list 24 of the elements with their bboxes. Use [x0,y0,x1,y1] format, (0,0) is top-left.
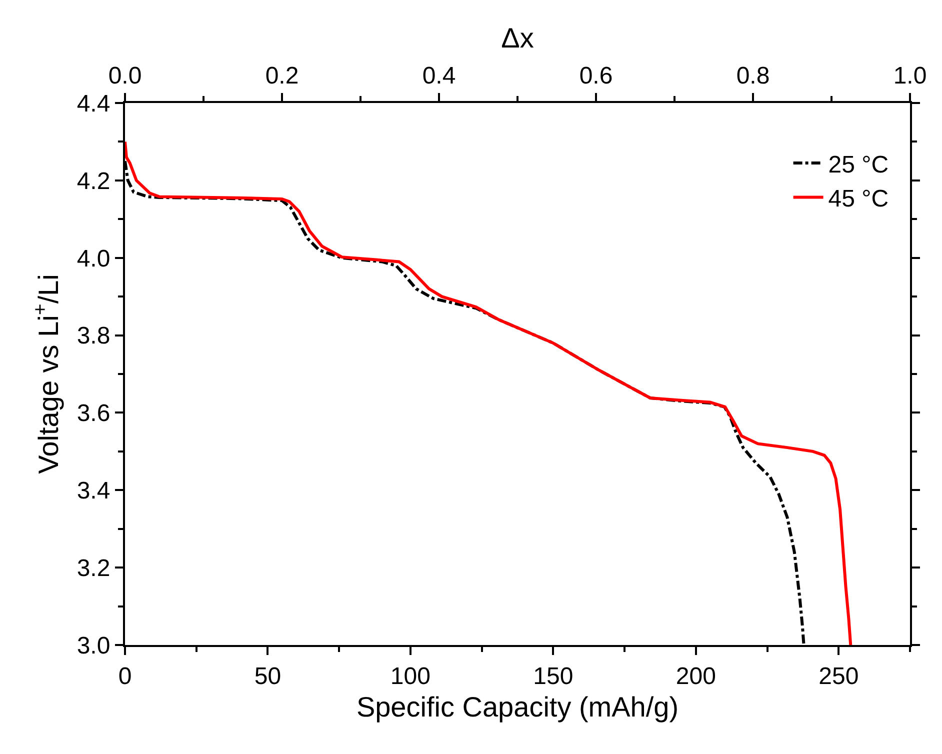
legend-label: 45 °C [828,186,889,213]
y-tick-label: 3.6 [76,400,110,428]
x2-tick-label: 0.8 [736,62,770,90]
x2-tick-label: 0.0 [108,62,142,90]
x-tick-label: 200 [676,662,716,690]
y-tick-label: 3.2 [76,554,110,582]
x-tick-label: 100 [390,662,430,690]
y-tick-label: 4.4 [76,90,110,118]
y-tick-label: 3.0 [76,632,110,660]
x-tick-label: 150 [533,662,574,690]
x2-tick-label: 0.6 [579,62,613,90]
y-tick-label: 3.8 [76,322,110,350]
x2-axis-title: Δx [501,22,534,54]
y-tick-label: 3.4 [76,478,110,505]
x-tick-label: 50 [254,662,282,690]
x2-tick-label: 1.0 [893,62,927,90]
y-tick-label: 4.0 [76,245,110,272]
x2-tick-label: 0.2 [265,62,299,90]
x-axis-title: Specific Capacity (mAh/g) [356,691,679,722]
x-tick-label: 0 [118,662,132,690]
y-tick-label: 4.2 [76,168,110,195]
x-tick-label: 250 [818,662,859,690]
legend-label: 25 °C [828,151,889,178]
x2-tick-label: 0.4 [422,62,456,90]
